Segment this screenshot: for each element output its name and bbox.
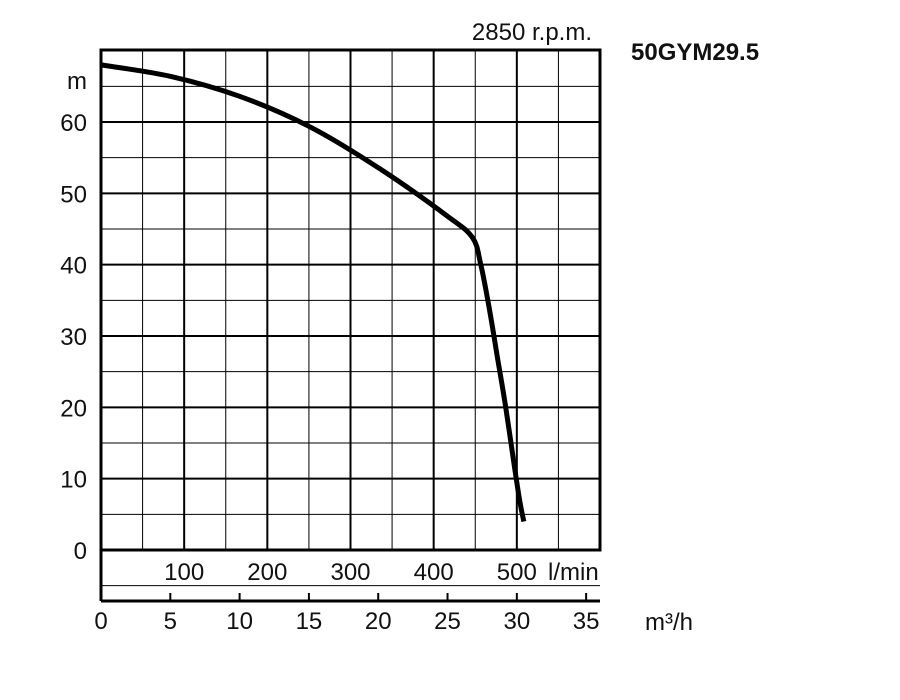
m3h-tick-label: 0 [94, 608, 107, 635]
y-tick-label: 30 [60, 324, 87, 351]
lpm-tick-label: 500 [497, 559, 537, 586]
m3h-tick-label: 5 [164, 608, 177, 635]
axis-lines [99, 48, 602, 603]
lpm-tick-labels: 100 200 300 400 500 [164, 559, 537, 586]
lpm-tick-label: 300 [330, 559, 370, 586]
m3h-tick-label: 10 [226, 608, 253, 635]
y-tick-label: 50 [60, 181, 87, 208]
y-tick-label: 10 [60, 467, 87, 494]
m3h-tick-labels: 0 5 10 15 20 25 30 35 [94, 608, 599, 635]
y-tick-label: 20 [60, 395, 87, 422]
speed-label: 2850 r.p.m. [472, 19, 592, 46]
lpm-tick-label: 200 [247, 559, 287, 586]
lpm-tick-label: 400 [414, 559, 454, 586]
major-gridlines [101, 50, 600, 550]
m3h-tick-label: 25 [434, 608, 461, 635]
plot-frame [99, 48, 602, 552]
m3h-tick-label: 30 [503, 608, 530, 635]
m3h-tick-label: 15 [296, 608, 323, 635]
m3h-unit-label: m³/h [645, 609, 693, 636]
m3h-tick-label: 20 [365, 608, 392, 635]
y-tick-label: 0 [74, 538, 87, 565]
lpm-tick-label: 100 [164, 559, 204, 586]
series-layer [100, 62, 527, 522]
lpm-unit-label: l/min [548, 559, 599, 586]
head-flow-curve [100, 62, 527, 522]
y-tick-labels: 0 10 20 30 40 50 60 [60, 110, 87, 565]
y-tick-label: 60 [60, 110, 87, 137]
y-axis-unit-label: m [67, 68, 87, 95]
m3h-tick-label: 35 [573, 608, 600, 635]
model-title: 50GYM29.5 [631, 39, 759, 66]
y-tick-label: 40 [60, 253, 87, 280]
